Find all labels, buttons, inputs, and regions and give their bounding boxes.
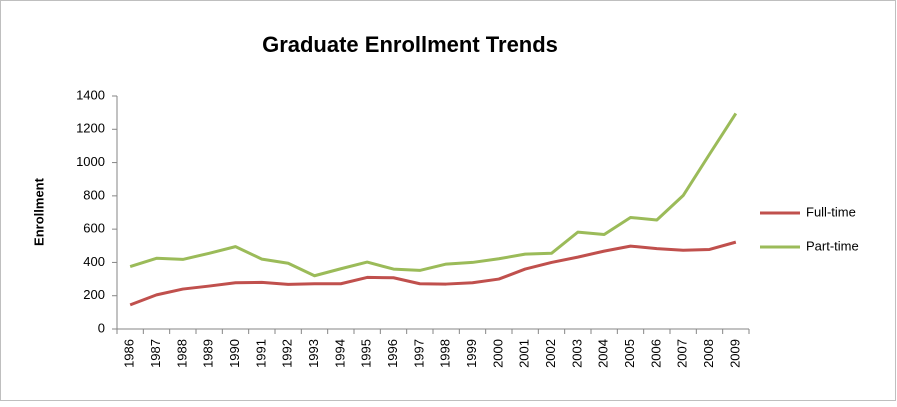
y-tick-label: 400 [83,254,105,269]
x-tick-label: 1994 [332,339,347,368]
x-tick-label: 2001 [517,339,532,368]
x-tick-label: 2005 [622,339,637,368]
y-tick-label: 1000 [76,154,105,169]
x-tick-label: 1992 [280,339,295,368]
x-tick-label: 1995 [359,339,374,368]
x-tick-label: 1991 [253,339,268,368]
x-tick-label: 2007 [675,339,690,368]
y-tick-label: 0 [98,320,105,335]
x-tick-label: 1998 [438,339,453,368]
x-tick-label: 1986 [122,339,137,368]
y-tick-label: 1200 [76,121,105,136]
x-tick-label: 2004 [596,339,611,368]
x-tick-label: 2009 [727,339,742,368]
x-tick-label: 1988 [174,339,189,368]
y-tick-label: 600 [83,221,105,236]
line-series [129,112,738,278]
x-tick-label: 1990 [227,339,242,368]
x-tick-label: 2008 [701,339,716,368]
y-tick-label: 200 [83,287,105,302]
x-tick-label: 1987 [148,339,163,368]
x-tick-label: 2003 [569,339,584,368]
legend-label: Part-time [806,238,859,253]
line-series [129,240,737,307]
x-tick-label: 1999 [464,339,479,368]
y-axis-label: Enrollment [31,177,46,246]
x-tick-label: 1993 [306,339,321,368]
x-tick-label: 1997 [411,339,426,368]
x-tick-label: 2002 [543,339,558,368]
x-tick-label: 2006 [648,339,663,368]
y-tick-label: 1400 [76,87,105,102]
x-tick-label: 1989 [201,339,216,368]
y-tick-label: 800 [83,187,105,202]
x-tick-label: 2000 [490,339,505,368]
chart-title: Graduate Enrollment Trends [262,32,558,57]
legend-label: Full-time [806,204,856,219]
x-tick-label: 1996 [385,339,400,368]
